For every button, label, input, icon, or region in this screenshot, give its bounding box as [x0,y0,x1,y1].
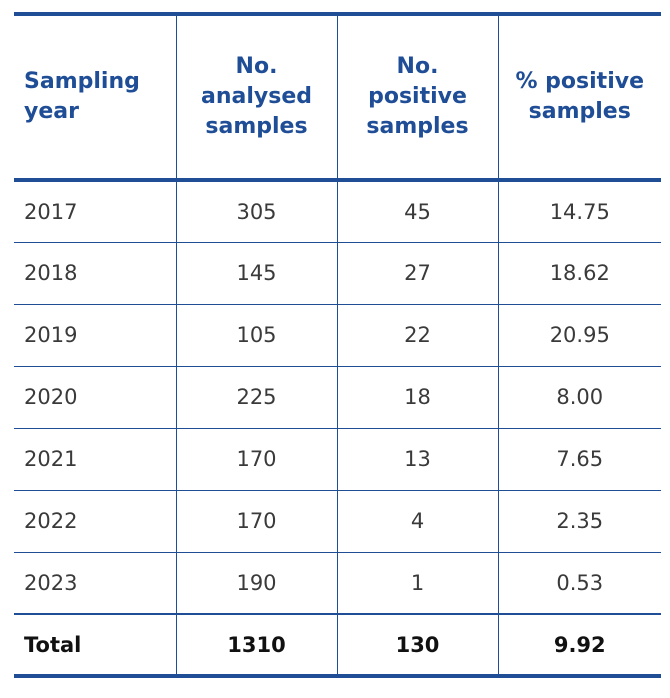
cell-year: 2020 [14,366,176,429]
header-percent-positive: % positive samples [497,12,661,182]
table-row: 2023 190 1 0.53 [14,552,661,615]
table-row: 2019 105 22 20.95 [14,304,661,367]
cell-percent: 8.00 [497,366,661,429]
cell-positive: 27 [336,242,498,305]
cell-analysed: 190 [175,552,337,615]
total-positive: 130 [336,613,498,678]
table-row: 2020 225 18 8.00 [14,366,661,429]
table-row: 2017 305 45 14.75 [14,180,661,243]
table-row: 2021 170 13 7.65 [14,428,661,491]
cell-percent: 18.62 [497,242,661,305]
cell-year: 2019 [14,304,176,367]
cell-analysed: 170 [175,490,337,553]
cell-analysed: 105 [175,304,337,367]
total-analysed: 1310 [175,613,337,678]
cell-percent: 0.53 [497,552,661,615]
cell-analysed: 305 [175,180,337,243]
cell-year: 2022 [14,490,176,553]
cell-year: 2017 [14,180,176,243]
cell-year: 2021 [14,428,176,491]
total-label: Total [14,613,176,678]
cell-percent: 20.95 [497,304,661,367]
cell-percent: 7.65 [497,428,661,491]
table-total-row: Total 1310 130 9.92 [14,613,661,678]
cell-positive: 13 [336,428,498,491]
cell-year: 2018 [14,242,176,305]
cell-analysed: 170 [175,428,337,491]
cell-positive: 1 [336,552,498,615]
cell-year: 2023 [14,552,176,615]
header-analysed-samples: No. analysed samples [175,12,337,182]
header-sampling-year: Sampling year [14,12,176,182]
cell-positive: 18 [336,366,498,429]
cell-analysed: 225 [175,366,337,429]
sampling-results-table: Sampling year No. analysed samples No. p… [14,12,661,678]
cell-analysed: 145 [175,242,337,305]
cell-positive: 22 [336,304,498,367]
table-row: 2022 170 4 2.35 [14,490,661,553]
data-table-container: Sampling year No. analysed samples No. p… [14,12,661,678]
cell-percent: 14.75 [497,180,661,243]
total-percent: 9.92 [497,613,661,678]
cell-percent: 2.35 [497,490,661,553]
cell-positive: 45 [336,180,498,243]
cell-positive: 4 [336,490,498,553]
table-header-row: Sampling year No. analysed samples No. p… [14,12,661,182]
table-row: 2018 145 27 18.62 [14,242,661,305]
header-positive-samples: No. positive samples [336,12,498,182]
